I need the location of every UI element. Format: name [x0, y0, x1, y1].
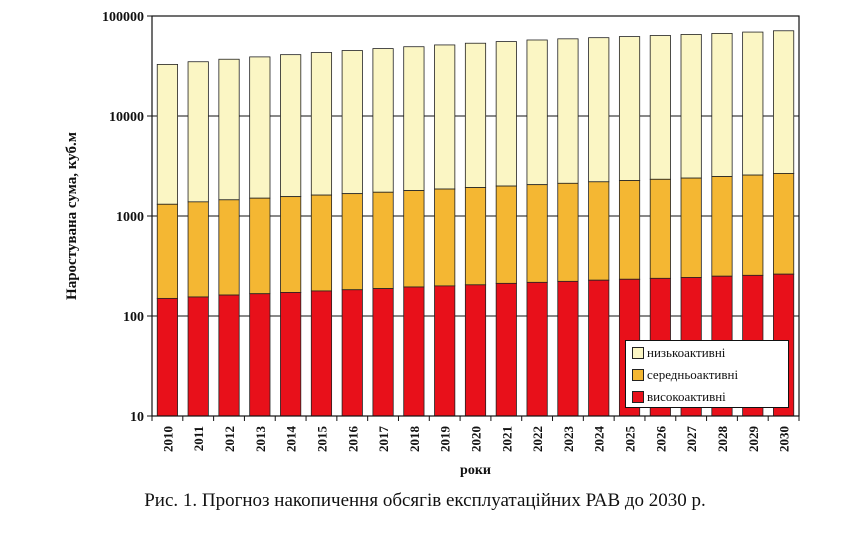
- bar-low: [557, 38, 579, 184]
- bar-low: [464, 42, 487, 188]
- bar-medium: [280, 196, 302, 293]
- bar-high: [249, 293, 271, 417]
- bar-high: [403, 286, 425, 417]
- y-tick-label: 1000: [116, 210, 144, 225]
- bar-medium: [773, 173, 795, 275]
- x-tick-label: 2017: [376, 426, 391, 453]
- bar-high: [341, 289, 363, 417]
- bar-low: [434, 44, 456, 190]
- bar-medium: [464, 187, 487, 286]
- bar-medium: [218, 199, 240, 296]
- bar-medium: [557, 182, 579, 282]
- x-tick-label: 2010: [160, 426, 175, 452]
- bar-medium: [403, 190, 425, 288]
- legend-item-high: високоактивні: [632, 389, 726, 404]
- y-tick-label: 100000: [102, 10, 144, 25]
- bar-medium: [187, 201, 209, 298]
- bar-low: [773, 30, 795, 174]
- bar-high: [434, 285, 456, 417]
- y-tick-label: 10000: [109, 110, 144, 125]
- plot-frame: [151, 15, 800, 417]
- bar-high: [588, 279, 610, 417]
- bar-high: [464, 284, 487, 417]
- legend-swatch-high: [632, 391, 644, 403]
- bar-high: [372, 288, 394, 417]
- y-tick-label: 100: [123, 310, 144, 325]
- legend-item-low: низькоактивні: [632, 345, 726, 360]
- bar-low: [187, 61, 209, 203]
- bar-high: [526, 281, 548, 417]
- y-axis-label: Наростувана сума, куб.м: [64, 132, 80, 300]
- x-tick-label: 2019: [438, 426, 453, 453]
- bar-low: [588, 37, 610, 183]
- bar-high: [280, 292, 302, 417]
- bar-high: [187, 296, 209, 417]
- legend-label-medium: середньоактивні: [647, 367, 739, 382]
- y-tick-label: 10: [130, 410, 144, 425]
- bar-high: [557, 280, 579, 417]
- bar-medium: [372, 191, 394, 289]
- legend-swatch-low: [632, 347, 644, 359]
- bar-low: [495, 41, 517, 187]
- bar-low: [310, 52, 333, 196]
- x-tick-label: 2018: [407, 426, 422, 453]
- bar-medium: [618, 180, 641, 280]
- x-tick-label: 2013: [253, 426, 268, 453]
- bar-low: [218, 58, 240, 201]
- bar-medium: [680, 177, 702, 278]
- x-tick-label: 2014: [284, 426, 299, 453]
- bar-low: [618, 36, 641, 181]
- x-tick-label: 2028: [715, 426, 730, 453]
- bar-medium: [495, 185, 517, 284]
- bar-low: [156, 63, 178, 205]
- bar-low: [403, 46, 425, 191]
- legend-item-medium: середньоактивні: [632, 367, 739, 382]
- x-tick-label: 2029: [746, 426, 761, 453]
- x-tick-label: 2027: [684, 426, 699, 453]
- x-tick-label: 2030: [777, 426, 792, 452]
- legend-label-high: високоактивні: [647, 389, 726, 404]
- bar-medium: [742, 174, 764, 276]
- x-tick-label: 2022: [530, 426, 545, 452]
- bar-medium: [310, 194, 333, 292]
- bar-low: [742, 31, 764, 176]
- bar-medium: [649, 178, 671, 279]
- bar-low: [341, 50, 363, 195]
- x-tick-label: 2012: [222, 426, 237, 452]
- bar-low: [649, 35, 671, 180]
- bar-medium: [434, 188, 456, 287]
- legend-swatch-medium: [632, 369, 644, 381]
- bar-medium: [526, 184, 548, 283]
- legend-label-low: низькоактивні: [647, 345, 726, 360]
- x-tick-label: 2021: [499, 426, 514, 452]
- bar-medium: [588, 181, 610, 281]
- x-tick-label: 2025: [623, 426, 638, 453]
- x-tick-label: 2024: [592, 426, 607, 453]
- bar-medium: [341, 193, 363, 291]
- x-tick-label: 2023: [561, 426, 576, 453]
- bar-high: [156, 297, 178, 417]
- bar-low: [711, 33, 733, 177]
- chart-legend: низькоактивні середньоактивні високоакти…: [625, 340, 789, 408]
- x-tick-label: 2015: [314, 426, 329, 453]
- bar-low: [280, 54, 302, 198]
- bar-medium: [711, 176, 733, 277]
- x-tick-label: 2026: [653, 426, 668, 453]
- bar-low: [372, 48, 394, 193]
- figure-caption: Рис. 1. Прогноз накопичення обсягів експ…: [144, 490, 706, 511]
- x-tick-label: 2011: [191, 426, 206, 451]
- bar-low: [680, 34, 702, 179]
- bar-high: [218, 294, 240, 417]
- bar-medium: [249, 197, 271, 295]
- bar-low: [249, 56, 271, 199]
- x-tick-label: 2020: [469, 426, 484, 452]
- bar-high: [310, 290, 333, 417]
- bar-low: [526, 39, 548, 186]
- x-axis-label: роки: [460, 463, 491, 478]
- bar-high: [495, 282, 517, 417]
- bar-medium: [156, 203, 178, 299]
- x-tick-label: 2016: [345, 426, 360, 453]
